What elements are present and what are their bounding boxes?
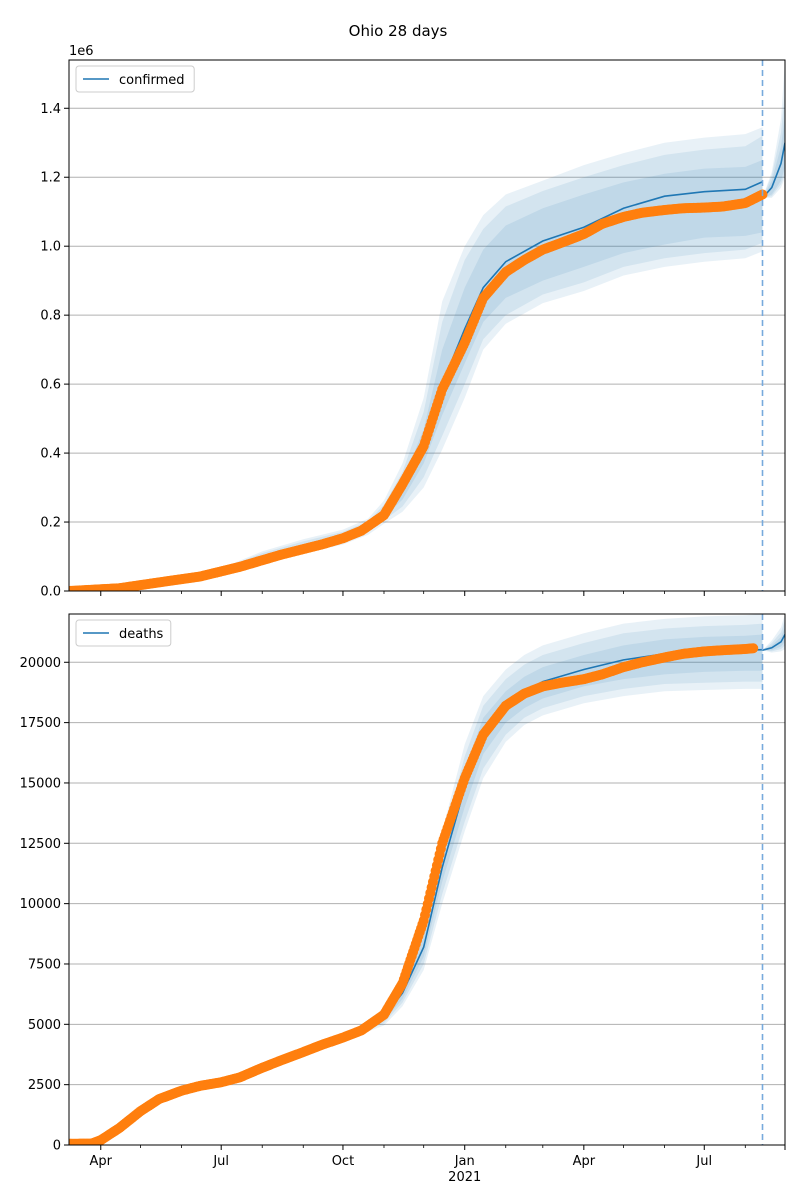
y-tick-label: 20000 <box>20 656 61 671</box>
y-tick-label: 0.0 <box>40 585 61 600</box>
y-tick-label: 15000 <box>20 776 61 791</box>
x-tick-label: Apr <box>573 1154 596 1169</box>
y-tick-label: 12500 <box>20 837 61 852</box>
axes-frame <box>68 59 786 592</box>
legend-label: deaths <box>119 627 164 642</box>
legend: deaths <box>75 619 172 647</box>
y-tick-label: 0.2 <box>40 516 61 531</box>
y-tick-label: 0.6 <box>40 378 61 393</box>
y-tick-label: 2500 <box>28 1078 61 1093</box>
legend-label: confirmed <box>119 73 185 88</box>
legend: confirmed <box>75 65 195 93</box>
observed-point <box>748 643 759 654</box>
plot-area <box>69 60 785 591</box>
forecast-line <box>762 634 785 651</box>
legend-box <box>75 65 195 93</box>
x-tick-label: Jan 2021 <box>448 1154 481 1185</box>
y-tick-label: 1.0 <box>40 240 61 255</box>
deaths-panel: 0 2500 5000 7500 10000 12500 15000 17500 20000 Ap… <box>20 613 786 1185</box>
plot-area <box>69 614 785 1145</box>
y-tick-label: 0.4 <box>40 447 61 462</box>
x-tick-label: Apr <box>90 1154 113 1169</box>
y-tick-label: 0.8 <box>40 309 61 324</box>
figure-title: Ohio 28 days <box>349 22 448 40</box>
y-tick-label: 1.4 <box>40 102 61 117</box>
forecast-confidence-band <box>762 60 785 198</box>
y-tick-label: 0 <box>53 1139 61 1154</box>
x-tick-label: Oct <box>332 1154 354 1169</box>
y-tick-label: 1.2 <box>40 171 61 186</box>
model-confidence-band <box>361 614 763 1034</box>
confirmed-panel: 0.0 0.2 0.4 0.6 0.8 1.0 1.2 1.4 1e6 confirmed <box>40 44 786 600</box>
axes-frame <box>68 613 786 1146</box>
forecast-confidence-band <box>762 115 785 198</box>
model-confidence-band <box>69 135 763 591</box>
forecast-confidence-band <box>762 91 785 198</box>
y-tick-label: 17500 <box>20 716 61 731</box>
y-tick-label: 7500 <box>28 957 61 972</box>
y-tick-label: 10000 <box>20 897 61 912</box>
y-scale-label: 1e6 <box>69 44 94 59</box>
x-tick-label: Jul <box>695 1154 712 1169</box>
x-tick-label: Jul <box>212 1154 229 1169</box>
y-tick-label: 5000 <box>28 1018 61 1033</box>
forecast-confidence-band <box>762 627 785 651</box>
model-confidence-band <box>69 127 763 591</box>
legend-box <box>75 619 172 647</box>
